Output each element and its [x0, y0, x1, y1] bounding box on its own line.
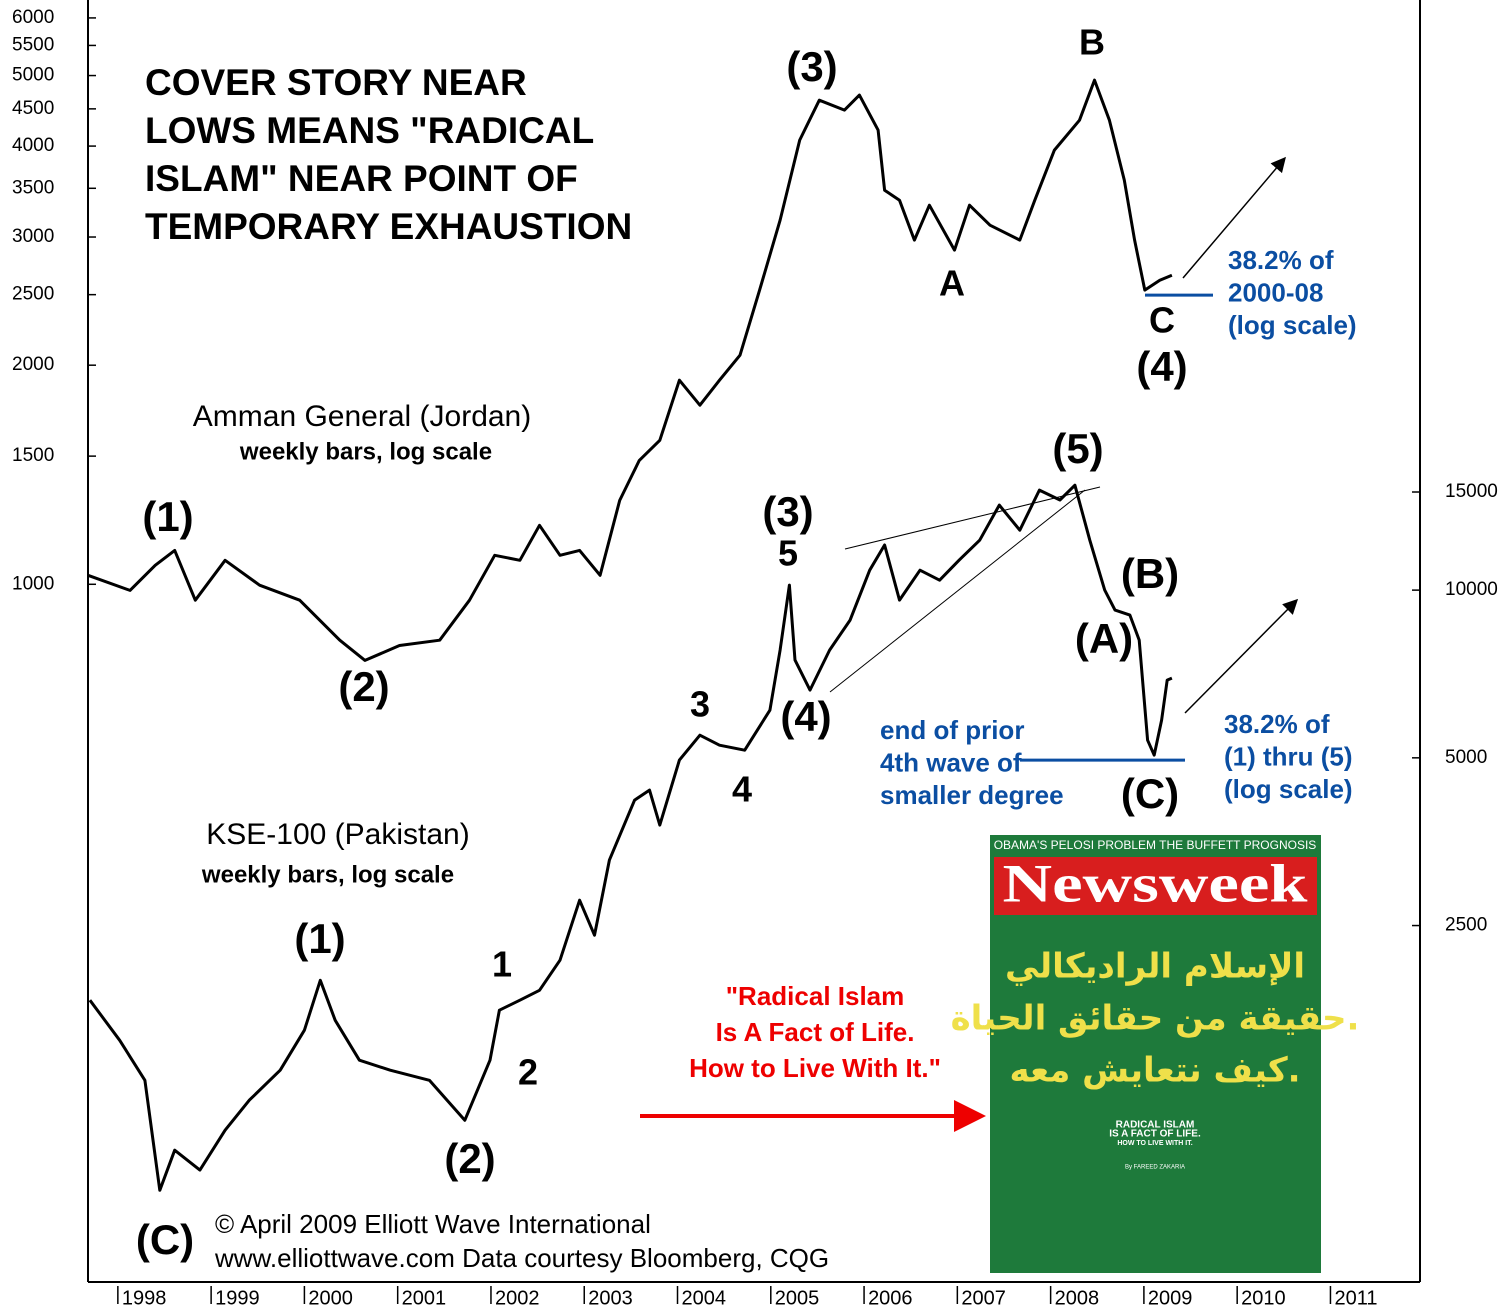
x-tick-label: 2007 [961, 1287, 1006, 1309]
cover-english: IS A FACT OF LIFE. [1109, 1129, 1201, 1140]
series-label: Amman General (Jordan) [193, 400, 531, 433]
note: (1) thru (5) [1224, 741, 1353, 771]
y-tick-label: 2000 [12, 354, 54, 375]
y-tick-label: 4500 [12, 98, 54, 119]
wave-label: (A) [1075, 615, 1133, 662]
series-note: weekly bars, log scale [201, 861, 454, 888]
wave-label: 4 [732, 769, 752, 810]
x-tick-label: 2003 [588, 1287, 633, 1309]
series-note: weekly bars, log scale [239, 438, 492, 465]
wave-label: (5) [1052, 425, 1103, 472]
cover-english: RADICAL ISLAM [1116, 1120, 1195, 1131]
wave-label: (3) [786, 43, 837, 90]
x-tick-label: 2001 [402, 1287, 447, 1309]
wave-label: (2) [338, 663, 389, 710]
cover-banner: OBAMA'S PELOSI PROBLEM THE BUFFETT PROGN… [994, 838, 1317, 852]
note: 38.2% of [1228, 245, 1334, 275]
note: (log scale) [1224, 774, 1353, 804]
credit: www.elliottwave.com Data courtesy Bloomb… [214, 1243, 829, 1273]
price-line [87, 78, 1173, 662]
note: 2000-08 [1228, 277, 1323, 307]
y-tick-label: 1500 [12, 445, 54, 466]
y-tick-label: 1000 [12, 573, 54, 594]
x-tick-label: 2010 [1241, 1287, 1286, 1309]
x-tick-label: 1999 [215, 1287, 259, 1309]
y2-tick-label: 2500 [1445, 915, 1487, 936]
title: LOWS MEANS "RADICAL [145, 110, 594, 151]
credit: © April 2009 Elliott Wave International [215, 1209, 651, 1239]
cover-banner-bg [990, 835, 1321, 855]
x-tick-label: 2011 [1334, 1287, 1377, 1309]
title: TEMPORARY EXHAUSTION [145, 206, 632, 247]
wedge-line [829, 489, 1086, 693]
note: 38.2% of [1224, 709, 1330, 739]
note: 4th wave of [880, 747, 1022, 777]
series-label: KSE-100 (Pakistan) [206, 818, 469, 851]
cover-masthead-bg [994, 857, 1317, 915]
y2-tick-label: 5000 [1445, 747, 1487, 768]
x-tick-label: 2005 [775, 1287, 820, 1309]
note: smaller degree [880, 780, 1064, 810]
y-tick-label: 2500 [12, 284, 54, 305]
wave-label: (4) [1136, 343, 1187, 390]
x-tick-label: 2000 [308, 1287, 353, 1309]
wave-label: B [1079, 22, 1105, 63]
x-tick-label: 2009 [1148, 1287, 1193, 1309]
note: end of prior [880, 715, 1024, 745]
y-tick-label: 3000 [12, 226, 54, 247]
arrow [1182, 156, 1286, 279]
title: ISLAM" NEAR POINT OF [145, 158, 578, 199]
cover-arabic: حقيقة من حقائق الحياة. [951, 999, 1360, 1039]
wave-label: C [1149, 300, 1175, 341]
y-tick-label: 5500 [12, 34, 54, 55]
wave-label: (2) [444, 1135, 495, 1182]
note: (log scale) [1228, 310, 1357, 340]
x-tick-label: 2002 [495, 1287, 540, 1309]
arrow [1184, 598, 1299, 714]
x-tick-label: 1998 [122, 1287, 167, 1309]
title: COVER STORY NEAR [145, 62, 527, 103]
x-tick-label: 2004 [682, 1287, 727, 1309]
y2-tick-label: 15000 [1445, 481, 1498, 502]
wave-label: 2 [518, 1052, 538, 1093]
cover-byline: By FAREED ZAKARIA [1125, 1165, 1185, 1171]
wave-label: (4) [780, 693, 831, 740]
y-tick-label: 5000 [12, 65, 54, 86]
wave-label: 1 [492, 944, 512, 985]
cover-arabic: الإسلام الراديكالي [1005, 947, 1305, 987]
wave-label: 3 [690, 684, 710, 725]
quote: "Radical Islam [726, 981, 905, 1011]
cover-masthead: Newsweek [1003, 853, 1308, 913]
wave-label: (3) [762, 488, 813, 535]
y2-tick-label: 10000 [1445, 579, 1498, 600]
wave-label: (C) [136, 1216, 194, 1263]
wave-label: (1) [142, 493, 193, 540]
wave-label: (C) [1121, 770, 1179, 817]
y-tick-label: 3500 [12, 177, 54, 198]
wave-label: (1) [294, 915, 345, 962]
quote: Is A Fact of Life. [716, 1017, 915, 1047]
price-line [88, 483, 1173, 1192]
wave-label: A [939, 263, 965, 304]
y-tick-label: 4000 [12, 135, 54, 156]
wave-label: (B) [1121, 550, 1179, 597]
y-tick-label: 6000 [12, 7, 54, 28]
x-tick-label: 2008 [1055, 1287, 1100, 1309]
wave-label: 5 [778, 533, 798, 574]
cover-english: HOW TO LIVE WITH IT. [1117, 1140, 1192, 1147]
quote: How to Live With It." [689, 1053, 941, 1083]
cover-arabic: كيف نتعايش معه. [1009, 1051, 1300, 1091]
x-tick-label: 2006 [868, 1287, 913, 1309]
